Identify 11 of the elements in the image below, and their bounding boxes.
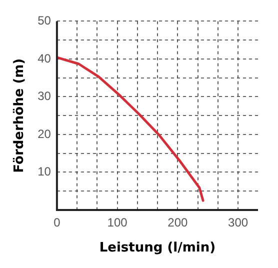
y-tick-label: 30	[38, 89, 52, 104]
y-tick-label: 20	[38, 126, 52, 141]
x-tick-label: 300	[228, 216, 248, 230]
y-tick-label: 40	[38, 51, 52, 66]
x-axis-title: Leistung (l/min)	[99, 240, 216, 256]
x-tick-label: 200	[168, 216, 188, 230]
x-tick-label: 0	[54, 216, 61, 230]
x-tick-label: 100	[107, 216, 128, 230]
y-axis-title: Förderhöhe (m)	[12, 58, 28, 173]
y-tick-label: 50	[38, 14, 52, 28]
y-tick-label: 10	[38, 164, 52, 179]
